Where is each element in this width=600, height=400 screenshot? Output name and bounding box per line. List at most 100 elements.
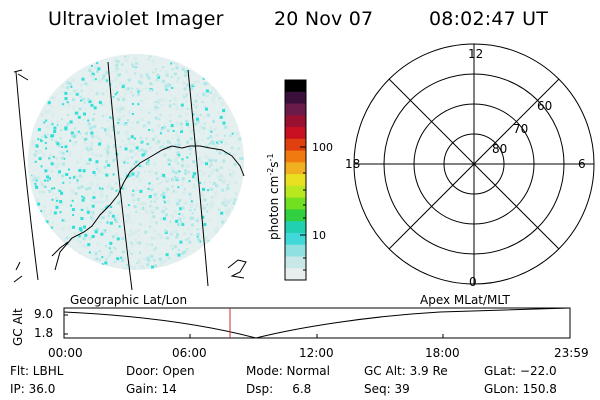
uv-pixel — [233, 198, 237, 202]
uv-pixel — [35, 151, 39, 155]
uv-pixel — [164, 229, 168, 233]
uv-pixel — [186, 156, 189, 159]
uv-pixel — [195, 103, 199, 107]
uv-pixel — [198, 130, 201, 132]
uv-pixel — [84, 108, 87, 111]
uv-pixel — [177, 223, 180, 227]
uv-pixel — [224, 201, 228, 205]
uv-pixel — [216, 226, 219, 229]
uv-pixel — [98, 187, 101, 190]
uv-pixel — [183, 250, 186, 254]
uv-pixel — [41, 183, 44, 186]
uv-pixel — [113, 145, 116, 148]
uv-pixel — [148, 182, 151, 185]
uv-pixel — [140, 75, 143, 78]
uv-pixel — [185, 112, 189, 116]
uv-pixel — [116, 60, 120, 64]
uv-pixel — [212, 203, 215, 206]
uv-pixel — [97, 67, 101, 71]
uv-pixel — [144, 149, 148, 153]
uv-pixel — [180, 126, 184, 130]
uv-pixel — [102, 172, 105, 175]
uv-pixel — [174, 175, 176, 178]
uv-pixel — [179, 115, 182, 118]
uv-pixel — [152, 63, 155, 66]
uv-pixel — [48, 109, 52, 113]
uv-pixel — [187, 125, 191, 129]
uv-pixel — [125, 131, 128, 134]
uv-pixel — [123, 83, 126, 86]
uv-pixel — [94, 66, 98, 70]
uv-pixel — [142, 202, 146, 206]
uv-pixel — [122, 159, 126, 163]
uv-pixel — [209, 181, 212, 184]
uv-pixel — [128, 260, 131, 263]
uv-pixel — [205, 94, 209, 98]
uv-pixel — [91, 65, 93, 67]
uv-pixel — [107, 77, 110, 80]
uv-pixel — [83, 196, 86, 199]
uv-pixel — [89, 126, 93, 130]
uv-pixel — [35, 144, 38, 147]
uv-pixel — [46, 133, 49, 137]
uv-pixel — [91, 78, 95, 82]
uv-pixel — [195, 106, 197, 109]
uv-pixel — [43, 121, 46, 124]
uv-pixel — [230, 174, 234, 178]
uv-pixel — [148, 146, 152, 150]
uv-pixel — [206, 113, 210, 117]
uv-pixel — [71, 199, 74, 202]
timeline-ytick-label: 1.8 — [34, 326, 54, 340]
uv-pixel — [88, 158, 92, 162]
uv-pixel — [40, 138, 43, 142]
uv-pixel — [177, 180, 180, 183]
uv-pixel — [154, 264, 158, 268]
uv-pixel — [155, 92, 159, 96]
uv-pixel — [152, 164, 155, 167]
uv-pixel — [189, 205, 193, 209]
uv-pixel — [156, 176, 160, 180]
uv-pixel — [72, 142, 76, 146]
uv-pixel — [106, 185, 110, 189]
uv-pixel — [187, 256, 191, 260]
uv-pixel — [141, 118, 145, 121]
uv-pixel — [61, 219, 64, 222]
uv-pixel — [175, 219, 179, 223]
uv-pixel — [89, 147, 93, 151]
uv-pixel — [210, 130, 213, 133]
uv-pixel — [108, 95, 111, 98]
uv-pixel — [87, 119, 90, 122]
uv-pixel — [51, 96, 54, 99]
info-seq: Seq: 39 — [364, 382, 410, 396]
uv-pixel — [218, 140, 221, 142]
uv-pixel — [230, 146, 233, 149]
uv-pixel — [98, 250, 101, 252]
uv-pixel — [51, 134, 55, 138]
uv-pixel — [93, 113, 96, 115]
uv-pixel — [110, 96, 114, 100]
uv-pixel — [84, 244, 87, 248]
uv-pixel — [99, 208, 103, 212]
uv-pixel — [122, 107, 126, 111]
uv-pixel — [220, 138, 224, 142]
uv-pixel — [166, 265, 170, 269]
uv-pixel — [175, 107, 179, 111]
uv-pixel — [76, 238, 80, 242]
uv-pixel — [56, 174, 59, 177]
uv-pixel — [89, 74, 92, 76]
uv-pixel — [90, 197, 93, 200]
uv-pixel — [153, 193, 157, 197]
colorbar-segment — [285, 268, 306, 281]
uv-pixel — [42, 153, 46, 157]
uv-pixel — [162, 66, 165, 69]
uv-pixel — [202, 92, 206, 96]
uv-pixel — [231, 206, 235, 210]
uv-pixel — [185, 122, 189, 126]
uv-pixel — [163, 205, 166, 208]
uv-pixel — [62, 128, 65, 131]
uv-pixel — [169, 142, 172, 145]
uv-pixel — [153, 200, 156, 203]
uv-pixel — [106, 145, 110, 149]
uv-pixel — [160, 261, 164, 264]
uv-pixel — [228, 181, 231, 184]
